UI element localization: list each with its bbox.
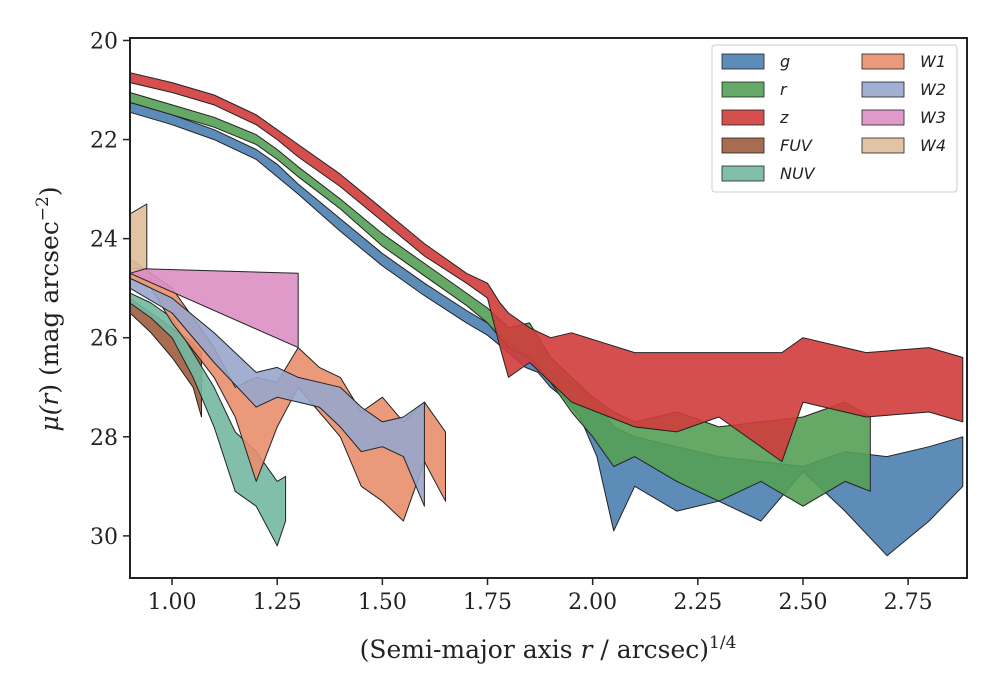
series-band-r <box>129 92 871 507</box>
series-band-w4 <box>129 203 148 274</box>
y-tick-label: 20 <box>90 29 118 54</box>
y-tick-label: 28 <box>90 426 118 451</box>
plot-area: 1.00 1.25 1.50 1.75 2.00 2.25 2.50 2.75 2022242… <box>90 29 968 615</box>
x-tick-label: 2.50 <box>778 590 827 615</box>
series-band-z <box>129 72 964 463</box>
x-tick-label: 2.25 <box>673 590 722 615</box>
y-tick-label: 24 <box>90 228 118 253</box>
x-axis-title: (Semi-major axis r / arcsec)1/4 <box>360 633 737 664</box>
legend-label-g: g <box>780 52 790 71</box>
y-axis: 20 22 24 26 28 30 <box>90 29 130 550</box>
legend-label-nuv: NUV <box>780 164 816 183</box>
x-tick-label: 1.50 <box>358 590 407 615</box>
legend-label-w4: W4 <box>920 136 946 155</box>
legend-swatch-w1 <box>861 53 905 70</box>
legend-label-w3: W3 <box>920 108 946 127</box>
legend-label-z: z <box>779 108 789 127</box>
y-tick-label: 26 <box>90 327 118 352</box>
legend-swatch-w4 <box>861 137 905 154</box>
legend-label-w2: W2 <box>920 80 946 99</box>
series-band-nuv <box>129 292 287 547</box>
y-tick-label: 22 <box>90 129 118 154</box>
legend-label-w1: W1 <box>920 52 946 71</box>
plot-frame <box>129 37 968 579</box>
legend-swatch-w3 <box>861 109 905 126</box>
y-axis-title: μ(r) (mag arcsec−2) <box>33 186 64 431</box>
series-layer <box>129 72 964 557</box>
x-tick-label: 2.75 <box>884 590 933 615</box>
x-tick-label: 2.00 <box>568 590 617 615</box>
y-tick-label: 30 <box>90 525 118 550</box>
series-band-g <box>129 101 964 557</box>
legend-swatch-g <box>721 53 765 70</box>
x-tick-label: 1.25 <box>253 590 302 615</box>
x-axis: 1.00 1.25 1.50 1.75 2.00 2.25 2.50 2.75 <box>148 578 933 615</box>
legend-label-fuv: FUV <box>780 136 813 155</box>
legend-swatch-fuv <box>721 137 765 154</box>
legend-swatch-w2 <box>861 81 905 98</box>
legend-swatch-nuv <box>721 165 765 182</box>
x-tick-label: 1.75 <box>463 590 512 615</box>
legend-swatch-z <box>721 109 765 126</box>
x-tick-label: 1.00 <box>148 590 197 615</box>
legend: grz FUV NUV W1 W2 W3 W4 <box>711 44 958 193</box>
legend-swatch-r <box>721 81 765 98</box>
series-band-w2 <box>129 277 425 507</box>
legend-label-r: r <box>780 80 788 99</box>
